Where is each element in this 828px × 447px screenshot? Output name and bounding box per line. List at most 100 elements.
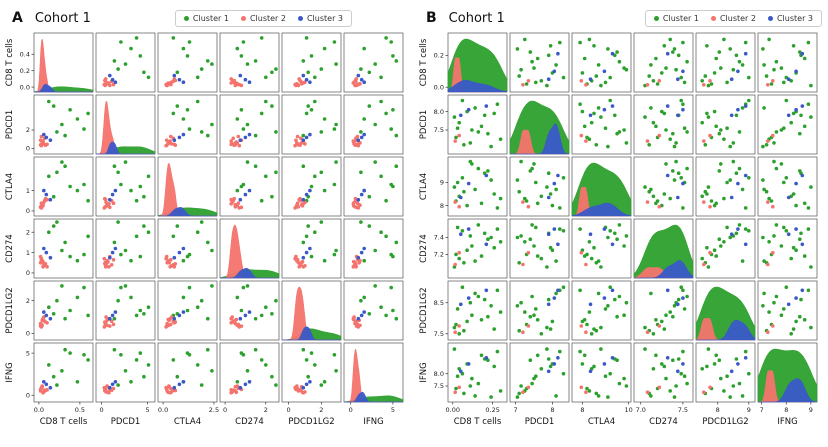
scatter-point	[774, 166, 779, 171]
scatter-point	[452, 185, 457, 189]
scatter-point	[238, 316, 243, 321]
scatter-point	[297, 77, 302, 81]
pairplot-cell	[343, 156, 404, 217]
scatter-point	[747, 371, 751, 376]
scatter-point	[229, 139, 233, 143]
scatter-point	[86, 111, 90, 116]
scatter-point	[728, 178, 732, 182]
x-tick-label: 9	[809, 406, 813, 414]
y-tick-label: 8	[440, 202, 444, 210]
scatter-point	[175, 104, 180, 108]
pairplot-cell	[157, 32, 218, 93]
scatter-point	[482, 297, 487, 302]
scatter-point	[468, 141, 473, 145]
scatter-point	[772, 141, 776, 145]
scatter-point	[728, 395, 732, 399]
scatter-point	[379, 230, 383, 234]
scatter-point	[169, 315, 174, 319]
pairplot-cell	[219, 94, 280, 155]
scatter-point	[253, 59, 258, 63]
x-axis-variable-label: PDCD1LG2	[288, 417, 334, 427]
scatter-point	[40, 385, 44, 389]
scatter-point	[714, 124, 718, 129]
scatter-point	[243, 382, 248, 387]
scatter-point	[233, 141, 238, 145]
scatter-point	[259, 358, 264, 362]
scatter-point	[660, 71, 664, 75]
scatter-point	[789, 332, 793, 336]
scatter-point	[181, 46, 186, 51]
pairplot-cell	[571, 280, 632, 341]
x-tick-label: 5	[146, 406, 150, 414]
scatter-point	[129, 188, 133, 193]
scatter-point	[532, 313, 536, 318]
pairplot-cell	[571, 218, 632, 279]
scatter-point	[585, 386, 589, 391]
scatter-point	[462, 328, 466, 333]
pairplot-cell	[695, 32, 756, 93]
scatter-point	[232, 78, 236, 83]
scatter-point	[484, 173, 489, 178]
scatter-point	[51, 194, 56, 199]
scatter-point	[301, 255, 306, 260]
scatter-point	[384, 111, 388, 116]
scatter-point	[722, 196, 726, 201]
scatter-point	[108, 316, 112, 321]
scatter-point	[584, 139, 588, 143]
scatter-point	[736, 107, 740, 112]
scatter-point	[809, 325, 813, 330]
x-axis-variable-label: PDCD1	[111, 417, 141, 427]
kde-curve	[571, 202, 632, 217]
scatter-point	[492, 111, 496, 116]
scatter-point	[51, 374, 56, 379]
scatter-point	[39, 134, 44, 139]
scatter-point	[784, 285, 789, 289]
scatter-point	[528, 169, 533, 173]
scatter-point	[706, 185, 711, 189]
pairplot-cell	[757, 280, 818, 341]
scatter-point	[111, 386, 116, 391]
scatter-point	[40, 260, 44, 265]
scatter-point	[319, 383, 324, 387]
scatter-point	[521, 200, 525, 204]
scatter-point	[736, 362, 740, 366]
scatter-point	[594, 74, 599, 78]
scatter-point	[304, 234, 309, 239]
y-axis-variable-label: CD8 T cells	[419, 38, 429, 86]
pairplot-cell	[633, 156, 694, 217]
scatter-point	[116, 298, 120, 303]
scatter-point	[624, 67, 629, 72]
scatter-point	[185, 308, 190, 313]
scatter-point	[171, 234, 176, 239]
panel-b: B Cohort 1 Cluster 1 Cluster 2 Cluster 3…	[414, 0, 828, 447]
scatter-point	[351, 140, 356, 144]
scatter-point	[44, 313, 49, 318]
scatter-point	[60, 248, 64, 253]
scatter-point	[589, 120, 594, 125]
scatter-point	[308, 246, 312, 251]
scatter-point	[181, 258, 186, 263]
scatter-point	[299, 203, 304, 207]
scatter-point	[714, 254, 718, 258]
scatter-point	[705, 245, 709, 250]
scatter-point	[484, 104, 489, 108]
scatter-point	[245, 369, 250, 373]
pairplot-cell	[281, 156, 342, 217]
scatter-point	[373, 284, 378, 288]
pairplot-cell	[157, 280, 218, 341]
legend-label: Cluster 3	[776, 13, 813, 23]
scatter-point	[239, 108, 244, 112]
scatter-point	[526, 324, 531, 328]
scatter-point	[237, 143, 242, 148]
scatter-point	[779, 244, 784, 248]
scatter-point	[322, 46, 327, 51]
scatter-point	[528, 50, 533, 54]
scatter-point	[309, 254, 314, 259]
scatter-point	[454, 135, 458, 140]
scatter-point	[199, 220, 204, 224]
scatter-point	[587, 240, 592, 244]
scatter-point	[241, 40, 246, 44]
scatter-point	[651, 332, 656, 336]
pairplot-cell	[695, 94, 756, 155]
legend-item-cluster-2: Cluster 2	[240, 14, 286, 23]
